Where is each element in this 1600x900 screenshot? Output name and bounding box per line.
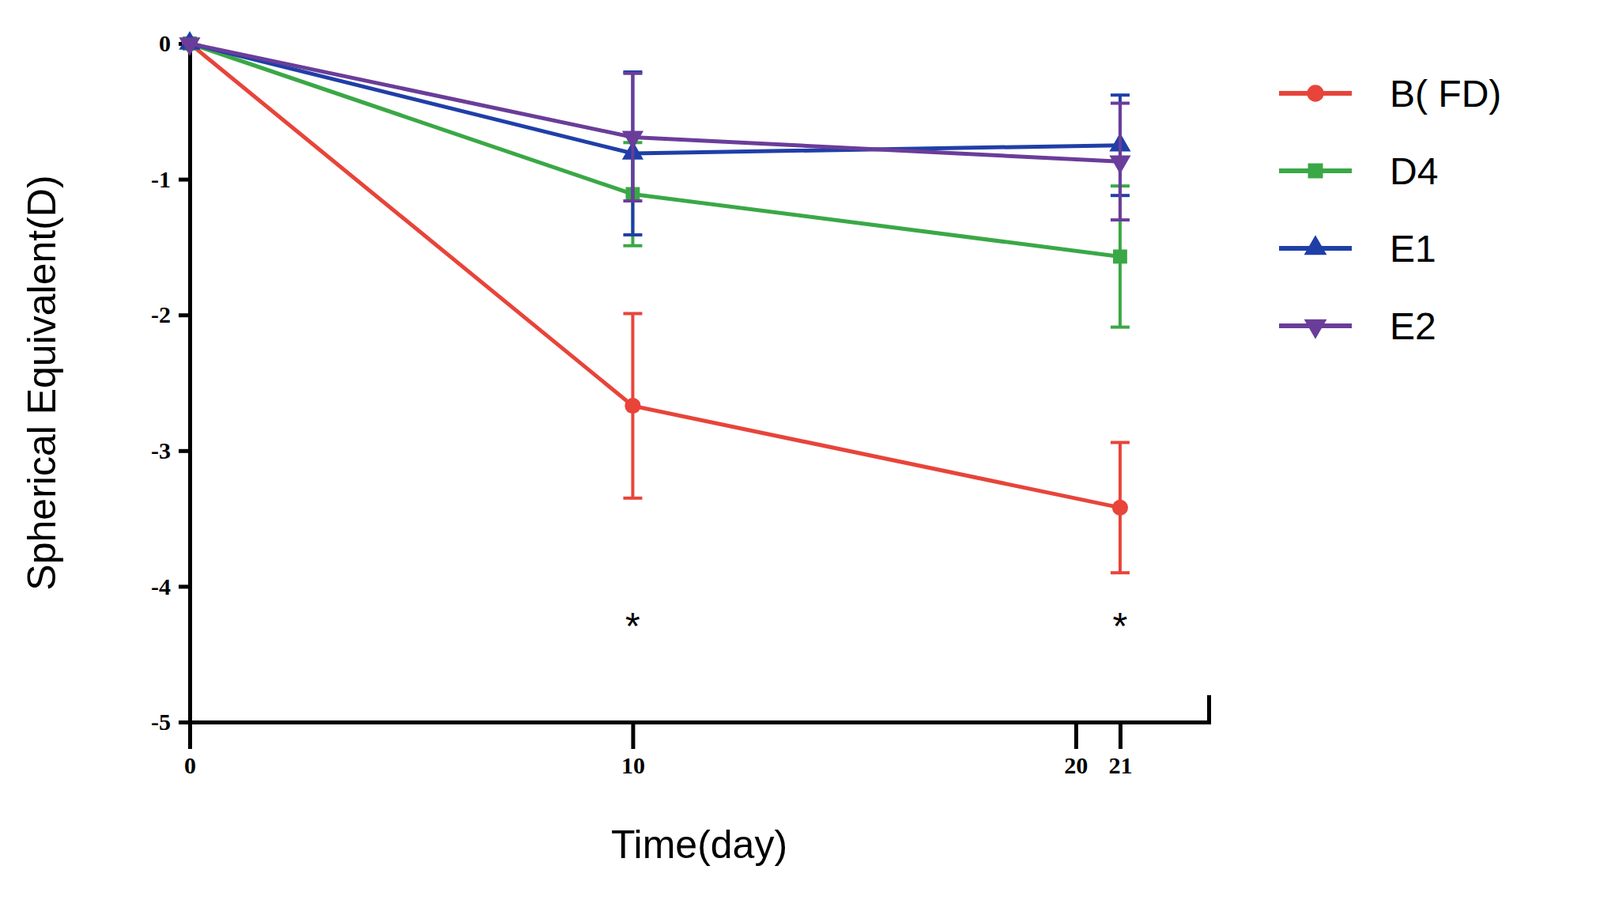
error-bar-cap xyxy=(1110,218,1130,222)
legend-item: B( FD) xyxy=(1279,72,1502,115)
annotation: * xyxy=(625,604,641,647)
legend-label: E1 xyxy=(1389,227,1437,270)
error-bar-cap xyxy=(622,199,642,203)
error-bar-cap xyxy=(1110,441,1130,445)
legend-label: E2 xyxy=(1389,305,1437,348)
y-tick-mark xyxy=(178,720,190,725)
legend-item: D4 xyxy=(1279,150,1438,193)
series xyxy=(182,36,1130,328)
legend-item: E1 xyxy=(1279,227,1437,270)
x-tick-mark xyxy=(188,721,193,749)
legend-marker xyxy=(1304,319,1328,340)
plot-area xyxy=(178,30,1131,573)
y-tick-label: -4 xyxy=(150,573,171,600)
y-tick: -4 xyxy=(150,573,190,600)
error-bar-cap xyxy=(622,71,642,76)
x-tick-label: 10 xyxy=(621,751,646,778)
series-marker xyxy=(1113,249,1128,264)
y-tick: -3 xyxy=(150,437,190,464)
x-tick-label: 20 xyxy=(1064,751,1088,778)
series-marker xyxy=(622,131,644,151)
series-marker xyxy=(624,397,641,414)
y-tick-mark xyxy=(178,584,190,589)
legend-marker xyxy=(1308,163,1324,179)
error-bar-cap xyxy=(622,70,642,74)
chart: -5 -4 -3 -2 -1 0 0 10 20 21 Time(day) Spherical Equ… xyxy=(0,0,1600,900)
error-bar xyxy=(622,313,642,498)
series-line xyxy=(189,43,1121,257)
error-bar-cap xyxy=(1110,325,1130,329)
error-bar-cap xyxy=(1110,101,1130,106)
y-tick: -1 xyxy=(150,166,190,193)
series xyxy=(178,30,1131,235)
y-tick: -5 xyxy=(150,708,190,735)
x-tick: 21 xyxy=(1108,721,1133,778)
x-tick: 0 xyxy=(184,721,197,778)
x-tick: 10 xyxy=(621,721,646,778)
legend: B( FD) D4 E1 E2 xyxy=(1279,72,1502,348)
y-tick: -2 xyxy=(150,301,190,328)
legend-label: B( FD) xyxy=(1389,72,1502,115)
error-bar-cap xyxy=(622,233,642,237)
y-tick-mark xyxy=(178,313,190,317)
series-marker xyxy=(178,37,200,57)
series xyxy=(181,35,1130,573)
legend-label: D4 xyxy=(1389,150,1438,193)
error-bar-cap xyxy=(622,244,642,248)
error-bar-stem xyxy=(630,71,634,235)
series-marker xyxy=(1112,499,1129,516)
x-axis-line xyxy=(190,694,1210,723)
series-line xyxy=(189,43,1121,162)
error-bar xyxy=(1110,442,1130,574)
error-bar-cap xyxy=(622,496,642,500)
y-tick-label: -5 xyxy=(150,708,171,735)
legend-item: E2 xyxy=(1279,305,1437,348)
error-bar-cap xyxy=(1110,570,1130,574)
y-tick-mark xyxy=(178,449,190,453)
x-tick-label: 21 xyxy=(1108,751,1133,778)
y-axis-line xyxy=(178,44,191,723)
y-axis-title: Spherical Equivalent(D) xyxy=(19,174,65,590)
x-tick-mark xyxy=(1074,721,1079,749)
y-tick-label: -2 xyxy=(150,301,171,328)
y-tick-label: -3 xyxy=(150,437,171,464)
y-axis: -5 -4 -3 -2 -1 0 xyxy=(150,30,191,735)
x-axis-title: Time(day) xyxy=(611,822,788,867)
x-axis: 0 10 20 21 xyxy=(184,694,1210,778)
x-tick-mark xyxy=(630,721,635,749)
x-tick: 20 xyxy=(1064,721,1088,778)
series-marker xyxy=(1109,154,1131,174)
legend-marker xyxy=(1306,84,1324,102)
x-tick-mark xyxy=(1118,721,1123,749)
y-tick-mark xyxy=(178,177,190,182)
y-tick-label: -1 xyxy=(150,166,171,193)
series-line xyxy=(189,43,1121,508)
y-tick-label: 0 xyxy=(158,30,171,57)
legend-marker xyxy=(1304,234,1328,255)
x-tick-label: 0 xyxy=(184,751,197,778)
annotation: * xyxy=(1113,604,1129,647)
series xyxy=(178,37,1131,220)
error-bar-cap xyxy=(622,311,642,315)
error-bar-cap xyxy=(1110,93,1130,97)
